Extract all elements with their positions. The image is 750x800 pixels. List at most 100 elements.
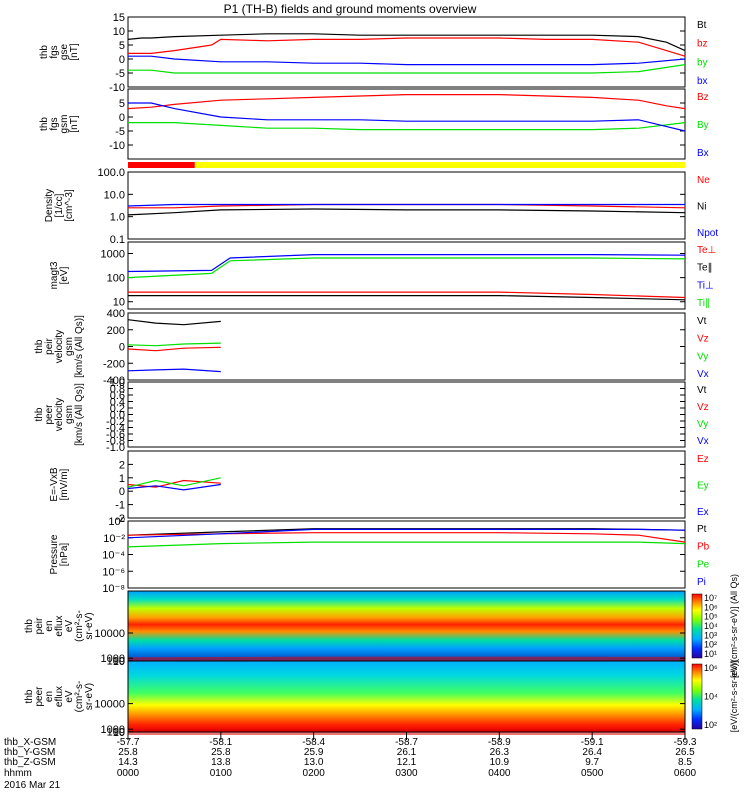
series-line-Te⊥ <box>128 291 686 299</box>
x-axis-value: -58.4 <box>302 737 325 748</box>
x-axis-value: 9.7 <box>585 757 599 768</box>
y-tick-label: -0.4 <box>106 423 125 435</box>
colorbar-tick-label: 10⁶ <box>704 663 718 673</box>
x-axis-value: -58.7 <box>395 737 418 748</box>
y-tick-label: 0 <box>119 112 125 124</box>
legend-by: by <box>697 57 708 68</box>
x-axis-row-name: hhmm <box>4 768 32 779</box>
panel-efield: 2 10 -1-2 E=-VxB [mV/m] Ez Ey Ex <box>49 450 709 525</box>
series-line-Ey <box>127 477 221 488</box>
y-axis-label: thb <box>34 407 45 421</box>
series-line-Ti⊥ <box>127 254 686 273</box>
y-axis-label: fgs <box>49 117 60 130</box>
series-line-Ti∥ <box>127 257 686 279</box>
panel-frame <box>127 16 686 88</box>
panel-pressure: 10⁰ 10⁻² 10⁻⁴ 10⁻⁶ 10⁻⁸ Pressure [nPa] Pt Pb Pe Pi <box>49 516 710 595</box>
series-line-Bz <box>127 93 686 110</box>
x-axis-value: 25.8 <box>211 747 231 758</box>
series-line-Bt <box>127 33 686 52</box>
x-axis-value: 0400 <box>488 768 511 779</box>
x-axis-value: 13.0 <box>304 757 324 768</box>
y-tick-label: -10 <box>109 82 125 94</box>
colorbar-tick-label: 10² <box>704 640 717 650</box>
series-line-Pi <box>127 528 686 539</box>
x-axis-value: -58.1 <box>209 737 232 748</box>
y-tick-label: 0.1 <box>110 234 125 246</box>
y-tick-label: 1000 <box>101 724 125 736</box>
y-tick-label: 0.8 <box>110 384 125 396</box>
y-axis-label: eflux <box>54 686 65 707</box>
colorbar-label: [eV/(cm²-s-sr-eV)] <box>729 661 739 733</box>
y-tick-label: 0.2 <box>110 403 125 415</box>
legend-Ey: Ey <box>697 481 709 492</box>
y-tick-label: -1 <box>115 500 125 512</box>
y-tick-label: 200 <box>107 325 125 337</box>
y-axis-label: [nT] <box>69 115 80 132</box>
legend-Vy: Vy <box>697 419 708 430</box>
y-axis-label: Density <box>44 189 55 222</box>
y-tick-label: -10 <box>109 140 125 152</box>
y-tick-label: 10 <box>113 26 125 38</box>
y-tick-label: 1.0 <box>110 212 125 224</box>
series-line-bz <box>128 37 686 57</box>
y-tick-label: 5 <box>119 98 125 110</box>
x-axis-value: -58.9 <box>488 737 511 748</box>
x-axis-value: 0500 <box>581 768 604 779</box>
legend-Bz: Bz <box>697 92 709 103</box>
series-line-Ni <box>127 208 686 216</box>
y-tick-label: 0 <box>119 486 125 498</box>
colorbar <box>691 663 703 730</box>
legend-By: By <box>697 120 709 131</box>
x-axis-value: 0100 <box>210 768 233 779</box>
panel-frame <box>127 171 686 240</box>
y-tick-label: 0.6 <box>110 390 125 402</box>
legend-Vt: Vt <box>697 316 707 327</box>
x-axis-value: 13.8 <box>211 757 231 768</box>
panel-peer_vel: 1.00.80.60.40.20.0-0.2-0.4-0.6-0.8-1.0 th… <box>34 377 709 454</box>
y-axis-label: [km/s (All Qs)] <box>74 383 85 446</box>
y-axis-label: sr-eV) <box>84 683 95 710</box>
y-tick-label: 1000 <box>101 653 125 665</box>
panel-frame <box>127 241 686 310</box>
legend-Pe: Pe <box>697 559 710 570</box>
panel-frame <box>127 88 686 160</box>
y-axis-label: (cm²-s- <box>74 681 85 713</box>
panel-frame <box>127 312 686 381</box>
legend-Vx: Vx <box>697 436 709 447</box>
spectrogram-peer_spec <box>128 661 685 732</box>
y-tick-label: 100 <box>107 727 125 739</box>
y-tick-label: -0.2 <box>106 416 125 428</box>
y-tick-label: 10 <box>113 297 125 309</box>
y-tick-label: 10⁻⁶ <box>102 566 125 578</box>
y-axis-label: thb <box>34 339 45 353</box>
y-tick-label: 0.0 <box>110 410 125 422</box>
series-line-Vx <box>127 368 221 373</box>
legend-Ne: Ne <box>697 175 710 186</box>
x-axis-value: 25.9 <box>304 747 324 758</box>
x-axis-value: -57.7 <box>117 737 140 748</box>
mode-bar-segment-0 <box>128 162 195 168</box>
x-axis-value: -59.3 <box>674 737 697 748</box>
series-line-bx <box>128 55 686 66</box>
x-axis-table: thb_X-GSM -57.7 -58.1 -58.4 -58.7 -58.9 -59.1 -… <box>4 732 697 791</box>
y-axis-label: thb <box>24 619 35 633</box>
series-line-Vt <box>127 319 221 326</box>
x-axis-value: 8.5 <box>678 757 692 768</box>
x-axis-value: 10.9 <box>490 757 510 768</box>
y-axis-label: thb <box>24 689 35 703</box>
legend-Pt: Pt <box>697 524 707 535</box>
legend-bx: bx <box>697 76 708 87</box>
y-axis-label: magt3 <box>49 261 60 289</box>
legend-Ez: Ez <box>697 454 709 465</box>
y-tick-label: 10⁰ <box>108 516 125 528</box>
panel-peir_vel: 400 200 0 -200 -400 thb peir velocity gsm [km/s (… <box>34 308 709 387</box>
y-tick-label: 100 <box>107 656 125 668</box>
y-axis-label: [nPa] <box>59 543 70 567</box>
panel-frame <box>127 520 686 589</box>
y-axis-label: velocity <box>54 330 65 363</box>
legend-bz: bz <box>697 39 708 50</box>
y-tick-label: 10⁻² <box>103 533 125 545</box>
x-axis-value: 25.8 <box>118 747 138 758</box>
